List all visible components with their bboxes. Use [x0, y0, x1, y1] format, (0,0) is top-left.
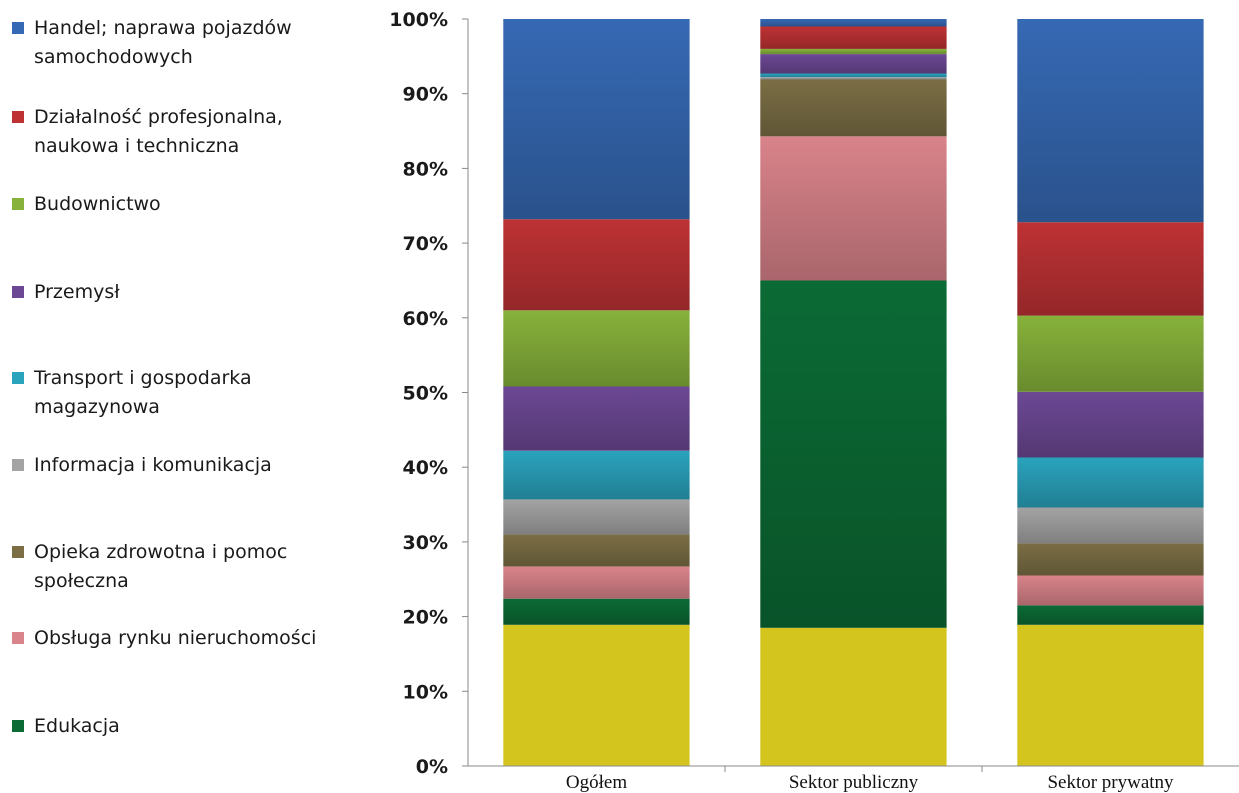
bar-segment — [503, 450, 690, 500]
y-tick-label: 90% — [403, 84, 448, 106]
legend-swatch-obsluga-icon — [12, 632, 24, 644]
bar-segment — [503, 598, 690, 625]
x-tick-label: Ogółem — [566, 772, 627, 793]
y-axis: 0% 10% 20% 30% 40% 50% 60% 70% 80% 90% 100% — [389, 9, 469, 778]
legend-item-informacja: Informacja i komunikacja — [12, 451, 367, 480]
legend-item-transport: Transport i gospodarka magazynowa — [12, 364, 367, 422]
bar-segment — [503, 310, 690, 387]
bar-segment — [1017, 457, 1204, 508]
bar-segment — [760, 280, 947, 628]
legend-label-opieka: Opieka zdrowotna i pomoc społeczna — [34, 541, 288, 592]
y-tick-label: 40% — [403, 457, 448, 479]
bar-segment — [760, 73, 947, 78]
legend-item-edukacja: Edukacja — [12, 712, 367, 741]
legend-swatch-handel-icon — [12, 22, 24, 34]
legend-label-edukacja: Edukacja — [34, 715, 120, 737]
bar-segment — [760, 19, 947, 27]
bar-segment — [760, 136, 947, 281]
bar-segment — [503, 219, 690, 311]
bar-segment — [503, 19, 690, 220]
legend-label-dzialalnosc: Działalność profesjonalna, naukowa i tec… — [34, 106, 283, 157]
bar-segment — [503, 624, 690, 766]
y-tick-label: 30% — [403, 532, 448, 554]
x-axis: Ogółem Sektor publiczny Sektor prywatny — [468, 765, 1239, 793]
y-tick-label: 50% — [403, 383, 448, 405]
bar-segment — [1017, 624, 1204, 766]
bar-segment — [1017, 315, 1204, 392]
legend-swatch-przemysl-icon — [12, 286, 24, 298]
bar-segment — [503, 499, 690, 535]
legend-label-budownictwo: Budownictwo — [34, 193, 161, 215]
x-tick-label: Sektor prywatny — [1047, 772, 1174, 793]
legend-label-transport: Transport i gospodarka magazynowa — [34, 367, 252, 418]
legend-item-handel: Handel; naprawa pojazdów samochodowych — [12, 14, 367, 72]
bar-segment — [503, 386, 690, 451]
bar-segment — [760, 627, 947, 766]
y-tick-label: 100% — [389, 9, 448, 31]
y-tick-label: 80% — [403, 158, 448, 180]
legend-swatch-informacja-icon — [12, 459, 24, 471]
legend-item-przemysl: Przemysł — [12, 278, 367, 307]
legend-swatch-budownictwo-icon — [12, 198, 24, 210]
legend-label-przemysl: Przemysł — [34, 281, 120, 303]
bar-segment — [1017, 222, 1204, 316]
legend-item-opieka: Opieka zdrowotna i pomoc społeczna — [12, 538, 367, 596]
legend-item-dzialalnosc: Działalność profesjonalna, naukowa i tec… — [12, 103, 367, 161]
bar-segment — [760, 48, 947, 55]
y-tick-label: 20% — [403, 607, 448, 629]
legend-swatch-transport-icon — [12, 372, 24, 384]
legend-swatch-opieka-icon — [12, 546, 24, 558]
legend-item-obsluga: Obsługa rynku nieruchomości — [12, 624, 367, 653]
plot-area — [503, 19, 1204, 766]
y-tick-label: 0% — [416, 756, 448, 778]
bar-segment — [1017, 19, 1204, 223]
bar-segment — [503, 534, 690, 567]
legend-label-informacja: Informacja i komunikacja — [34, 454, 272, 476]
bar-segment — [760, 79, 947, 137]
bar-segment — [760, 54, 947, 74]
legend-item-budownictwo: Budownictwo — [12, 190, 367, 219]
bar-segment — [1017, 543, 1204, 576]
x-tick-label: Sektor publiczny — [789, 772, 919, 793]
legend-label-handel: Handel; naprawa pojazdów samochodowych — [34, 17, 292, 68]
legend-swatch-edukacja-icon — [12, 720, 24, 732]
bar-segment — [1017, 507, 1204, 544]
y-tick-label: 10% — [403, 681, 448, 703]
legend-label-obsluga: Obsługa rynku nieruchomości — [34, 627, 317, 649]
bar-segment — [1017, 391, 1204, 458]
bar-segment — [1017, 605, 1204, 625]
y-tick-label: 70% — [403, 233, 448, 255]
bar-segment — [1017, 575, 1204, 606]
bar-segment — [503, 566, 690, 599]
legend-swatch-dzialalnosc-icon — [12, 111, 24, 123]
bar-segment — [760, 26, 947, 49]
y-tick-label: 60% — [403, 308, 448, 330]
bar-segment — [760, 77, 947, 80]
